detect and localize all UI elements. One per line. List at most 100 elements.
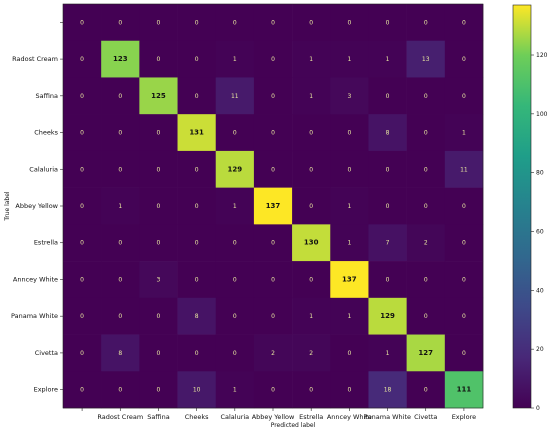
heatmap-cell: [177, 114, 217, 152]
heatmap-cell: [406, 261, 446, 299]
cell-value: 0: [309, 130, 313, 137]
cell-value: 0: [271, 387, 275, 394]
heatmap-cell: [406, 40, 446, 78]
colorbar-tick-label: 0: [536, 405, 540, 412]
cell-value: 0: [80, 56, 84, 63]
heatmap-cell: [406, 371, 446, 409]
cell-value: 137: [266, 202, 281, 210]
cell-value: 0: [80, 93, 84, 100]
heatmap-cell: [253, 150, 293, 188]
x-tick-label: Saffina: [147, 413, 170, 421]
heatmap-cell: [139, 334, 178, 372]
heatmap-cell: [63, 261, 102, 299]
y-tick-label: Panama White: [11, 312, 58, 320]
heatmap-cell: [101, 371, 140, 409]
cell-value: 0: [157, 387, 161, 394]
x-axis-label: Predicted label: [271, 422, 316, 429]
cell-value: 0: [424, 387, 428, 394]
heatmap-cell: [444, 114, 484, 152]
y-tick-label: Saffina: [36, 92, 59, 100]
heatmap-cell: [330, 334, 369, 372]
heatmap-cell: [330, 77, 369, 115]
heatmap-cell: [139, 261, 178, 299]
heatmap-cell: [406, 297, 446, 335]
colorbar-tick-label: 80: [536, 170, 544, 177]
cell-value: 0: [157, 203, 161, 210]
cell-value: 0: [233, 130, 237, 137]
cell-value: 0: [157, 56, 161, 63]
colorbar: [512, 4, 532, 409]
cell-value: 0: [347, 350, 351, 357]
cell-value: 0: [118, 130, 122, 137]
cell-value: 0: [271, 56, 275, 63]
heatmap-cell: [215, 297, 255, 335]
cell-value: 1: [386, 350, 390, 357]
heatmap-cell: [292, 371, 331, 409]
cell-value: 0: [462, 203, 466, 210]
heatmap-cell: [215, 114, 255, 152]
cell-value: 0: [386, 203, 390, 210]
heatmap-cell: [139, 371, 178, 409]
cell-value: 8: [386, 130, 390, 137]
heatmap-cell: [177, 334, 217, 372]
cell-value: 0: [195, 56, 199, 63]
cell-value: 0: [157, 130, 161, 137]
cell-value: 11: [460, 166, 468, 173]
cell-value: 130: [304, 239, 319, 247]
heatmap-cell: [215, 4, 255, 42]
cell-value: 8: [118, 350, 122, 357]
cell-value: 0: [347, 19, 351, 26]
heatmap-cell: [177, 261, 217, 299]
cell-value: 0: [386, 19, 390, 26]
cell-value: 0: [424, 19, 428, 26]
cell-value: 137: [342, 275, 357, 283]
heatmap-cell: [444, 224, 484, 262]
heatmap-cell: [253, 4, 293, 42]
cell-value: 0: [233, 19, 237, 26]
heatmap-cell: [368, 334, 407, 372]
heatmap-cell: [368, 297, 407, 335]
cell-value: 0: [386, 276, 390, 283]
heatmap-cell: [444, 187, 484, 225]
cell-value: 0: [424, 203, 428, 210]
heatmap-cell: [368, 77, 407, 115]
heatmap-cells: [63, 4, 484, 409]
cell-value: 0: [462, 93, 466, 100]
heatmap-cell: [63, 4, 102, 42]
cell-value: 2: [271, 350, 275, 357]
heatmap-cell: [63, 224, 102, 262]
cell-value: 0: [462, 350, 466, 357]
y-tick-label: Radost Cream: [12, 55, 58, 63]
heatmap-cell: [63, 40, 102, 78]
heatmap-cell: [101, 224, 140, 262]
heatmap-cell: [215, 224, 255, 262]
cell-value: 7: [386, 240, 390, 247]
cell-value: 0: [347, 166, 351, 173]
cell-value: 0: [80, 130, 84, 137]
heatmap-cell: [292, 224, 331, 262]
cell-value: 0: [424, 93, 428, 100]
heatmap-cell: [177, 187, 217, 225]
cell-value: 0: [157, 313, 161, 320]
heatmap-cell: [444, 261, 484, 299]
x-tick-label: Civetta: [414, 413, 437, 421]
cell-value: 0: [462, 240, 466, 247]
heatmap-cell: [368, 371, 407, 409]
heatmap-cell: [253, 334, 293, 372]
x-tick-label: Calaluria: [220, 413, 249, 421]
cell-value: 125: [151, 92, 166, 100]
heatmap-cell: [444, 4, 484, 42]
heatmap-cell: [177, 40, 217, 78]
cell-value: 1: [347, 240, 351, 247]
y-tick-label: Calaluria: [29, 165, 58, 173]
cell-value: 0: [271, 313, 275, 320]
cell-value: 127: [418, 349, 433, 357]
cell-value: 0: [118, 166, 122, 173]
heatmap-cell: [63, 77, 102, 115]
cell-value: 0: [195, 93, 199, 100]
cell-value: 1: [233, 203, 237, 210]
cell-value: 1: [233, 387, 237, 394]
colorbar-tick-label: 100: [536, 111, 548, 118]
cell-value: 0: [157, 166, 161, 173]
